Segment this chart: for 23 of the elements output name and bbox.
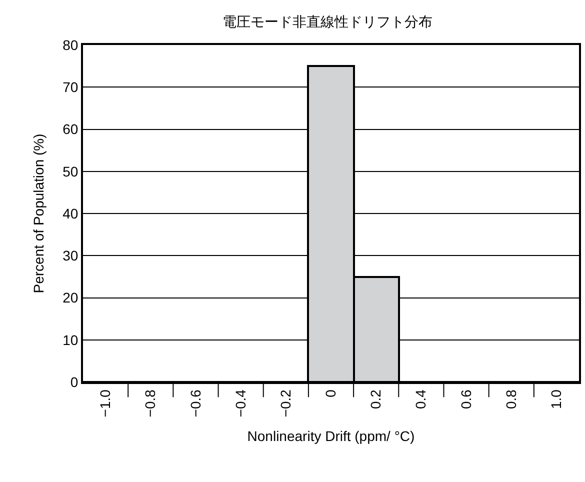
x-tick-label: −1.0: [97, 389, 114, 418]
x-tick-label: −0.6: [187, 389, 204, 418]
x-tick-label: 0.4: [412, 389, 429, 410]
chart-title: 電圧モード非直線性ドリフト分布: [222, 14, 433, 30]
y-tick-label: 20: [62, 290, 78, 306]
y-tick-label: 70: [62, 79, 78, 96]
y-tick-label: 50: [62, 163, 78, 180]
y-axis-title: Percent of Population (%): [30, 134, 47, 294]
x-tick-label: 0: [322, 389, 339, 398]
y-tick-label: 10: [62, 332, 78, 348]
x-tick-label: −0.2: [277, 389, 294, 418]
x-tick-label: −0.8: [142, 389, 158, 418]
y-tick-label: 60: [62, 121, 78, 138]
x-tick-label: 1.0: [548, 389, 564, 410]
x-tick-label: −0.4: [232, 389, 248, 418]
y-tick-label: 80: [62, 36, 78, 53]
y-tick-label: 40: [62, 205, 78, 222]
x-tick-label: 0.6: [458, 389, 474, 410]
x-axis-title: Nonlinearity Drift (ppm/ °C): [247, 428, 415, 444]
y-tick-label: 0: [70, 374, 78, 390]
x-tick-label: 0.8: [502, 389, 519, 410]
x-tick-label: 0.2: [368, 389, 384, 410]
y-tick-label: 30: [62, 248, 78, 264]
